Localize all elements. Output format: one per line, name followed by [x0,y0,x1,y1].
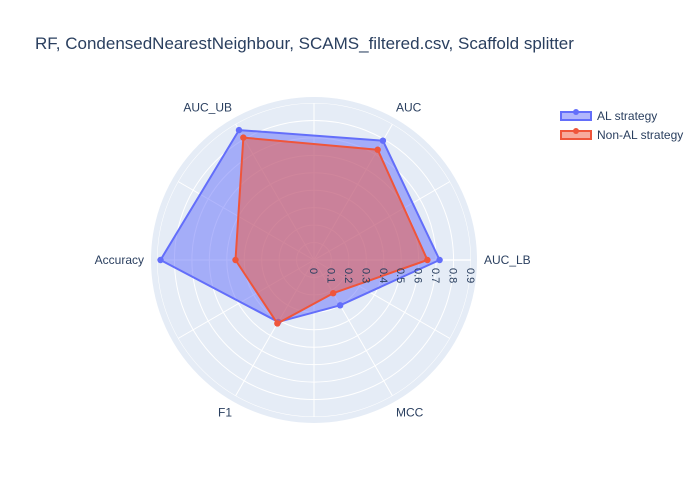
data-point[interactable] [424,256,431,264]
chart-title: RF, CondensedNearestNeighbour, SCAMS_fil… [35,34,574,53]
legend-swatch [560,108,592,121]
data-point[interactable] [329,290,337,297]
radial-tick-label: 0.7 [429,268,441,283]
legend-item-non-al-strategy[interactable]: Non-AL strategy [560,125,683,144]
legend-label: AL strategy [597,108,658,123]
legend: AL strategy Non-AL strategy [560,106,683,144]
data-point[interactable] [235,126,243,134]
angular-tick-label: AUC_UB [183,101,232,115]
radial-tick-label: 0.2 [342,268,354,283]
data-point[interactable] [379,137,387,144]
radial-tick-label: 0 [307,268,319,274]
radial-tick-label: 0.9 [464,268,476,283]
angular-tick-label: MCC [396,405,424,419]
data-point[interactable] [157,256,164,264]
legend-label: Non-AL strategy [597,127,684,142]
radial-tick-label: 0.6 [412,268,424,283]
data-point[interactable] [274,320,281,327]
radial-tick-label: 0.1 [324,268,336,283]
data-point[interactable] [232,256,239,264]
radial-tick-label: 0.5 [394,268,406,283]
data-point[interactable] [336,302,344,309]
angular-tick-label: AUC [396,101,422,115]
radial-tick-label: 0.4 [377,268,389,283]
radial-tick-label: 0.3 [359,268,371,283]
polar-outer-ring [151,97,477,423]
data-point[interactable] [436,256,443,264]
radial-tick-label: 0.8 [447,268,459,283]
series-layer [157,126,443,327]
legend-item-al-strategy[interactable]: AL strategy [560,106,683,125]
angular-tick-label: Accuracy [95,253,144,267]
angular-tick-label: AUC_LB [484,253,531,267]
axis-labels: 0 0.1 0.2 0.3 0.4 0.5 0.6 0.7 0.8 0.9 AUC_LB AUC AUC… [95,101,531,420]
angular-tick-label: F1 [218,405,232,419]
data-point[interactable] [374,146,381,153]
data-point[interactable] [240,134,247,141]
legend-swatch [560,127,592,140]
